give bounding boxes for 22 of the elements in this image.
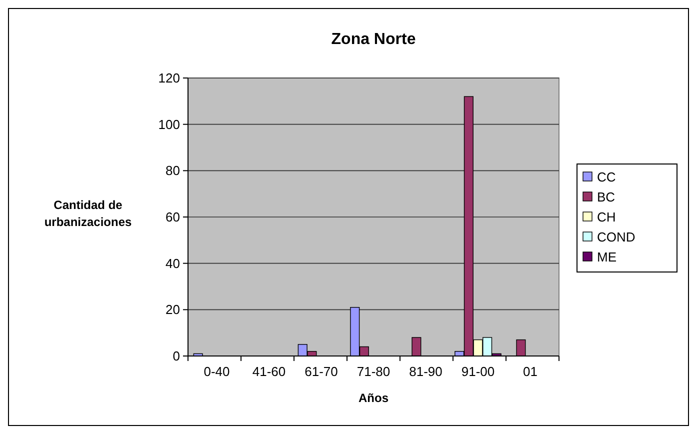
x-axis-title: Años <box>358 391 389 405</box>
chart-title: Zona Norte <box>331 31 416 48</box>
x-tick-label: 71-80 <box>356 364 390 379</box>
x-tick-label: 41-60 <box>252 364 286 379</box>
x-tick-label: 61-70 <box>304 364 338 379</box>
legend-label: CH <box>597 210 616 225</box>
x-tick-label: 0-40 <box>204 364 230 379</box>
y-tick-label: 40 <box>166 256 180 271</box>
y-tick-label: 120 <box>158 70 180 86</box>
legend-label: COND <box>597 230 636 245</box>
y-axis-title: Cantidad de urbanizaciones <box>44 198 132 229</box>
y-tick-label: 60 <box>166 210 180 225</box>
y-tick-label: 100 <box>158 116 180 132</box>
legend-label: CC <box>597 170 616 185</box>
y-tick-label: 20 <box>166 302 180 318</box>
y-tick-label: 0 <box>172 348 180 364</box>
y-tick-label: 80 <box>166 163 180 178</box>
x-tick-label: 81-90 <box>409 364 442 379</box>
legend-label: ME <box>597 250 617 265</box>
legend-label: BC <box>597 190 616 205</box>
x-tick-label: 01 <box>523 364 538 379</box>
x-tick-label: 91-00 <box>461 364 495 379</box>
